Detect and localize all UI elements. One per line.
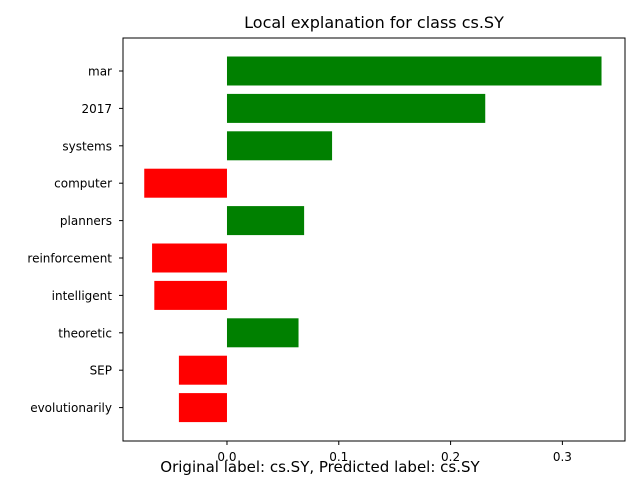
bar-planners (226, 206, 305, 236)
y-tick-label: computer (54, 177, 112, 191)
y-tick-label: systems (62, 139, 112, 153)
bar-intelligent (154, 280, 227, 310)
bar-sep (178, 355, 227, 385)
bar-evolutionarily (178, 393, 227, 423)
y-tick-label: intelligent (52, 289, 113, 303)
x-tick-label: 0.1 (329, 450, 348, 464)
x-tick-label: 0.0 (217, 450, 236, 464)
bar-reinforcement (152, 243, 227, 273)
bar-systems (226, 131, 333, 161)
y-tick-label: evolutionarily (30, 401, 112, 415)
bar-computer (144, 168, 227, 198)
y-tick-label: planners (60, 214, 112, 228)
chart-title: Local explanation for class cs.SY (244, 13, 504, 32)
y-tick-label: SEP (90, 364, 112, 378)
y-tick-label: theoretic (58, 326, 112, 340)
x-ticks: 0.0 0.1 0.2 0.3 (217, 441, 572, 464)
bar-mar (226, 56, 602, 86)
x-tick-label: 0.3 (553, 450, 572, 464)
caption-label: Original label: cs.SY, Predicted label: … (160, 458, 480, 476)
y-tick-labels: mar 2017 systems computer planners reinforcem… (27, 65, 123, 415)
x-tick-label: 0.2 (441, 450, 460, 464)
bar-theoretic (226, 318, 299, 348)
y-tick-label: 2017 (81, 102, 112, 116)
y-tick-label: reinforcement (27, 252, 112, 266)
y-tick-label: mar (88, 65, 112, 79)
bar-2017 (226, 93, 486, 123)
bars-group (144, 56, 602, 423)
plot-frame (122, 37, 626, 442)
